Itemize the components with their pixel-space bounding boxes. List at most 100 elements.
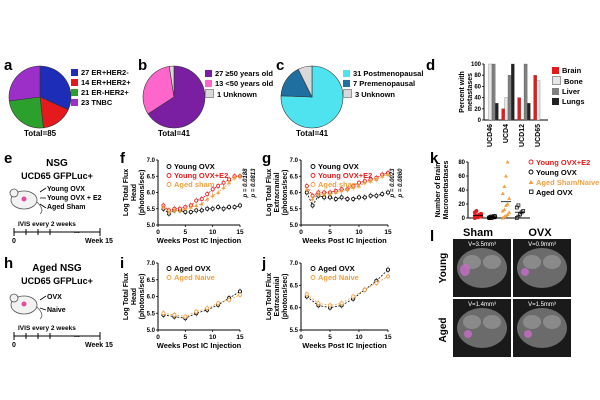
k-point [505, 202, 510, 206]
schedule-label: IVIS every 2 weeks [18, 221, 76, 228]
chart-g-point [339, 195, 344, 200]
pie-a-slice-0 [39, 65, 72, 111]
panel-label-k: k [430, 150, 439, 167]
k-legend-text: Aged OVX [536, 188, 573, 197]
chart-j-legend-marker [310, 275, 316, 280]
category-label: UCD4 [503, 124, 510, 143]
k-point [505, 212, 510, 216]
mouse-icon [9, 293, 43, 320]
pie-c-slice-0 [280, 65, 344, 129]
y-axis-label: Percent with [459, 71, 466, 113]
y-tick-label: 0 [478, 118, 482, 124]
chart-g-x-tick-label: 15 [384, 229, 392, 236]
legend-text: Brain [562, 66, 582, 75]
timeline-ellipsis: ... [74, 228, 80, 235]
legend-d-item-0: Brain [552, 66, 585, 76]
chart-f-point [216, 190, 221, 194]
chart-f-point [210, 206, 215, 211]
legend-text: 1 Unknown [217, 90, 258, 99]
k-legend-text: Young OVX [536, 168, 577, 177]
k-point [505, 160, 510, 164]
pie-a-slice-3 [8, 65, 41, 102]
chart-g-legend-text: Young OVX+E2 [318, 171, 372, 180]
chart-g-point [322, 192, 327, 196]
chart-j-x-tick-label: 0 [299, 334, 303, 341]
bar [495, 103, 499, 121]
mri-row-aged: Aged [438, 318, 449, 343]
timeline-end: Week 15 [85, 238, 113, 245]
timeline [13, 332, 101, 340]
chart-i-point [194, 309, 199, 314]
group-label: OVX [47, 294, 62, 301]
chart-g-series-line [306, 174, 389, 200]
chart-g-y-axis-label: Extracranial [274, 172, 281, 212]
chart-j-x-tick-label: 10 [355, 334, 363, 341]
k-point [502, 207, 507, 212]
chart-g-point [380, 174, 385, 178]
chart-j-legend-marker [310, 266, 316, 271]
chart-g-point [368, 193, 373, 198]
chart-f-y-axis-label: (photons/sec) [139, 170, 146, 216]
chart-i-legend-marker [166, 266, 172, 271]
k-y-tick-label: 60 [458, 174, 465, 180]
mri-image-young-ovx [513, 239, 571, 297]
chart-g-point [333, 190, 338, 194]
bar [527, 103, 531, 121]
chart-i-point [237, 292, 242, 297]
legend-b: 27 ≥50 years old 13 <50 years old 1 Unkn… [205, 69, 273, 100]
legend-text: 27 ER+HER2- [81, 68, 129, 77]
chart-j-y-tick-label: 7.0 [290, 261, 299, 267]
chart-f-point [194, 203, 199, 207]
legend-swatch [552, 88, 559, 95]
k-point [474, 209, 479, 213]
chart-f-point [227, 205, 232, 210]
chart-f-point [210, 187, 215, 192]
legend-text: 7 Premenopausal [353, 79, 416, 88]
chart-f-point [238, 174, 242, 178]
chart-f-point [221, 185, 226, 190]
y-tick-label: 20 [474, 107, 481, 113]
panel-label-d: d [426, 57, 436, 74]
chart-j-y-tick-label: 5.5 [290, 328, 299, 334]
total-b: Total=41 [158, 129, 191, 138]
group-label: Aged Sham [47, 204, 86, 211]
legend-a-item-3: 23 TNBC [71, 98, 131, 108]
chart-g-point [351, 196, 356, 201]
chart-j-point [327, 303, 332, 308]
arrows-icon [39, 187, 47, 209]
k-point [507, 210, 512, 214]
timeline-end: Week 15 [85, 342, 113, 349]
legend-swatch [205, 70, 212, 77]
k-legend-marker [529, 189, 534, 194]
total-c: Total=41 [296, 129, 329, 138]
legend-text: Bone [564, 77, 583, 86]
chart-i-x-tick-label: 15 [236, 334, 244, 341]
chart-i-x-tick-label: 0 [156, 334, 160, 341]
chart-f-legend-marker [166, 164, 172, 169]
schedule-label: IVIS every 2 weeks [18, 325, 76, 332]
legend-a-item-0: 27 ER+HER2- [71, 68, 131, 78]
category-label: UCD12 [519, 124, 526, 147]
chart-f-point [194, 208, 199, 213]
chart-i-x-axis-label: Weeks Post IC Injection [157, 341, 242, 350]
chart-g-point [357, 184, 361, 188]
chart-g-x-axis-label: Weeks Post IC Injection [302, 236, 387, 245]
chart-i-point [183, 314, 188, 319]
chart-g-point [345, 187, 350, 191]
bar [536, 80, 541, 121]
chart-j-point [385, 267, 390, 272]
legend-swatch [71, 79, 78, 86]
chart-f-x-tick-label: 10 [209, 229, 217, 236]
chart-j-y-axis-label: Extracranial [274, 276, 281, 316]
chart-f-x-tick-label: 5 [184, 229, 188, 236]
chart-g-p-value: p = 0.0860 [398, 168, 404, 199]
panel-label-c: c [276, 57, 285, 74]
legend-swatch [343, 80, 350, 87]
legend-c-item-1: 7 Premenopausal [343, 79, 423, 89]
legend-text: 31 Postmenopausal [353, 69, 424, 78]
category-label: UCD46 [487, 124, 494, 147]
chart-f-point [188, 205, 193, 209]
chart-i-x-tick-label: 5 [184, 334, 188, 341]
